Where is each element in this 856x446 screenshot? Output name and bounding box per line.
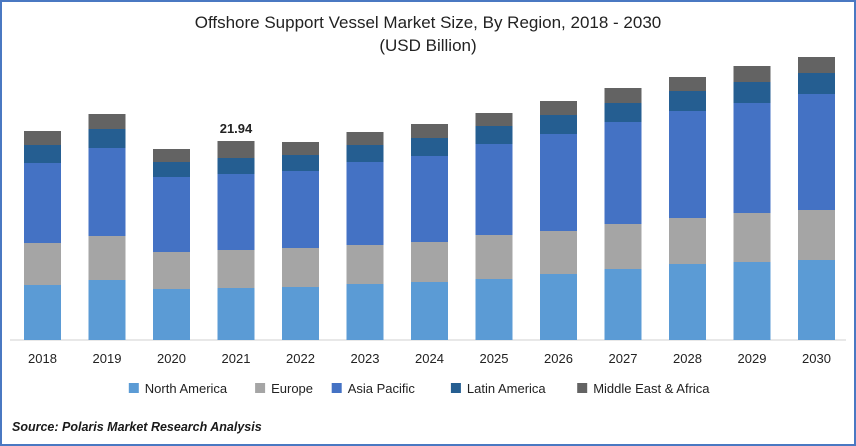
- bar-north-america-2018: [24, 285, 61, 340]
- bar-latin-america-2027: [604, 103, 642, 122]
- bar-asia-pacific-2026: [540, 134, 577, 231]
- bar-asia-pacific-2022: [282, 171, 319, 248]
- legend-swatch-middle-east-africa: [577, 383, 588, 393]
- bar-middle-east-africa-2021: [217, 141, 255, 158]
- bar-asia-pacific-2030: [798, 94, 835, 210]
- bar-middle-east-africa-2019: [88, 114, 126, 129]
- bar-latin-america-2025: [475, 126, 513, 144]
- bar-europe-2019: [88, 236, 126, 280]
- bar-europe-2020: [153, 252, 190, 289]
- legend-swatch-north-america: [128, 383, 139, 393]
- bar-europe-2027: [604, 224, 642, 269]
- legend-swatch-europe: [255, 383, 266, 393]
- bar-asia-pacific-2024: [411, 156, 448, 242]
- bar-latin-america-2023: [346, 145, 384, 162]
- bar-middle-east-africa-2020: [153, 149, 190, 162]
- bar-middle-east-africa-2023: [346, 132, 384, 145]
- bar-latin-america-2028: [669, 91, 706, 111]
- x-tick-label: 2020: [157, 351, 186, 366]
- bar-middle-east-africa-2022: [282, 142, 319, 155]
- bar-north-america-2021: [217, 288, 255, 340]
- bar-europe-2026: [540, 231, 577, 274]
- bar-latin-america-2029: [733, 82, 771, 103]
- x-tick-label: 2030: [802, 351, 831, 366]
- bar-asia-pacific-2019: [88, 148, 126, 236]
- x-tick-label: 2018: [28, 351, 57, 366]
- bar-asia-pacific-2018: [24, 163, 61, 243]
- bar-middle-east-africa-2018: [24, 131, 61, 145]
- bar-europe-2028: [669, 218, 706, 264]
- bar-north-america-2024: [411, 282, 448, 340]
- legend-label-latin-america: Latin America: [467, 381, 547, 396]
- legend-label-north-america: North America: [145, 381, 228, 396]
- bar-europe-2018: [24, 243, 61, 285]
- chart-subtitle: (USD Billion): [379, 36, 476, 55]
- x-tick-label: 2023: [351, 351, 380, 366]
- bar-latin-america-2026: [540, 115, 577, 134]
- bar-middle-east-africa-2025: [475, 113, 513, 126]
- x-tick-label: 2019: [93, 351, 122, 366]
- bar-asia-pacific-2025: [475, 144, 513, 235]
- chart-title: Offshore Support Vessel Market Size, By …: [195, 13, 662, 32]
- bar-north-america-2028: [669, 264, 706, 340]
- bar-asia-pacific-2028: [669, 111, 706, 218]
- bar-north-america-2027: [604, 269, 642, 340]
- bar-europe-2030: [798, 210, 835, 260]
- x-tick-label: 2021: [222, 351, 251, 366]
- bar-north-america-2019: [88, 280, 126, 340]
- x-tick-label: 2029: [738, 351, 767, 366]
- source-note: Source: Polaris Market Research Analysis: [12, 420, 262, 434]
- bar-middle-east-africa-2026: [540, 101, 577, 115]
- bar-asia-pacific-2023: [346, 162, 384, 245]
- bar-north-america-2026: [540, 274, 577, 340]
- bars-group: [24, 57, 835, 340]
- legend-label-asia-pacific: Asia Pacific: [348, 381, 416, 396]
- bar-latin-america-2021: [217, 158, 255, 174]
- bar-europe-2021: [217, 250, 255, 288]
- bar-asia-pacific-2029: [733, 103, 771, 213]
- bar-north-america-2029: [733, 262, 771, 340]
- bar-europe-2022: [282, 248, 319, 287]
- bar-latin-america-2030: [798, 73, 835, 94]
- bar-north-america-2025: [475, 279, 513, 340]
- legend: North America Europe Asia Pacific Latin Ame…: [128, 381, 710, 396]
- bar-asia-pacific-2020: [153, 177, 190, 252]
- bar-middle-east-africa-2030: [798, 57, 835, 73]
- bar-latin-america-2020: [153, 162, 190, 177]
- x-tick-labels: 2018 2019 2020 2021 2022 2023 2024 2025 2026 2027…: [28, 351, 831, 366]
- legend-swatch-asia-pacific: [331, 383, 342, 393]
- bar-latin-america-2019: [88, 129, 126, 148]
- x-tick-label: 2027: [609, 351, 638, 366]
- bar-latin-america-2024: [411, 138, 448, 156]
- bar-latin-america-2018: [24, 145, 61, 163]
- bar-north-america-2023: [346, 284, 384, 340]
- bar-middle-east-africa-2029: [733, 66, 771, 82]
- bar-asia-pacific-2027: [604, 122, 642, 224]
- bar-latin-america-2022: [282, 155, 319, 171]
- bar-asia-pacific-2021: [217, 174, 255, 250]
- bar-europe-2023: [346, 245, 384, 284]
- legend-label-middle-east-africa: Middle East & Africa: [593, 381, 710, 396]
- bar-north-america-2020: [153, 289, 190, 340]
- legend-label-europe: Europe: [271, 381, 313, 396]
- bar-north-america-2022: [282, 287, 319, 340]
- legend-swatch-latin-america: [450, 383, 461, 393]
- bar-europe-2024: [411, 242, 448, 282]
- x-tick-label: 2022: [286, 351, 315, 366]
- x-tick-label: 2026: [544, 351, 573, 366]
- bar-middle-east-africa-2024: [411, 124, 448, 138]
- bar-middle-east-africa-2028: [669, 77, 706, 91]
- x-tick-label: 2024: [415, 351, 444, 366]
- x-tick-label: 2025: [480, 351, 509, 366]
- data-label: 21.94: [220, 121, 253, 136]
- bar-middle-east-africa-2027: [604, 88, 642, 103]
- bar-north-america-2030: [798, 260, 835, 340]
- data-labels: 21.94: [220, 121, 253, 136]
- x-tick-label: 2028: [673, 351, 702, 366]
- bar-europe-2029: [733, 213, 771, 262]
- bar-europe-2025: [475, 235, 513, 279]
